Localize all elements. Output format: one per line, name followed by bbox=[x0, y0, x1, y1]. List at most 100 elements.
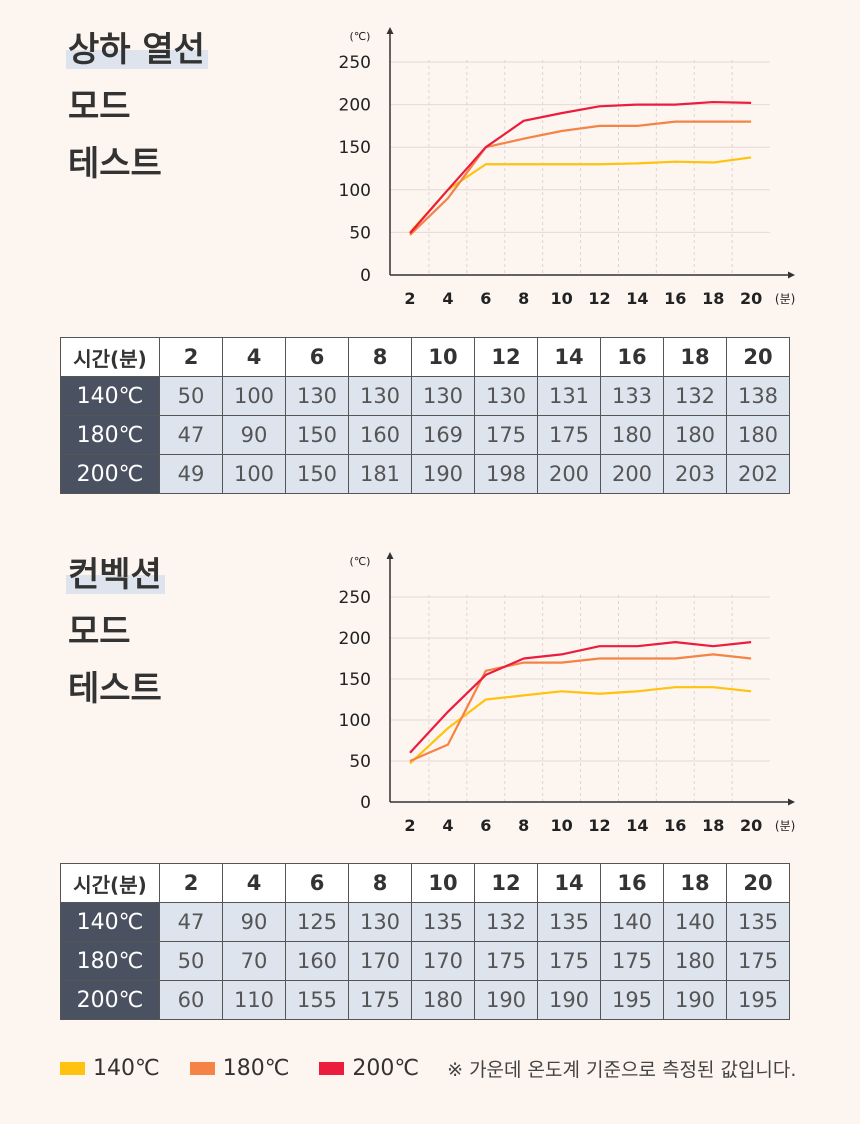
table-column-header: 16 bbox=[600, 337, 664, 377]
x-tick-label: 14 bbox=[626, 289, 648, 308]
x-tick-label: 20 bbox=[740, 289, 762, 308]
table-row-header: 180℃ bbox=[60, 415, 160, 455]
table-row: 200℃ 49 100 150 181 190 198 200 200 203 202 bbox=[60, 454, 790, 494]
table-cell: 150 bbox=[285, 454, 349, 494]
table-column-header: 4 bbox=[222, 863, 286, 903]
x-tick-label: 20 bbox=[740, 816, 762, 835]
table-cell: 180 bbox=[663, 415, 727, 455]
table-cell: 130 bbox=[474, 376, 538, 416]
legend-label-180: 180℃ bbox=[222, 1055, 290, 1081]
table-column-header: 20 bbox=[726, 337, 790, 377]
x-tick-label: 18 bbox=[702, 289, 724, 308]
table-cell: 50 bbox=[159, 941, 223, 981]
table-header-row: 시간(분) 2 4 6 8 10 12 14 16 18 20 bbox=[60, 337, 790, 377]
table-column-header: 16 bbox=[600, 863, 664, 903]
table-cell: 175 bbox=[474, 415, 538, 455]
legend-swatch-180 bbox=[189, 1061, 215, 1075]
x-tick-label: 18 bbox=[702, 816, 724, 835]
table-column-header: 6 bbox=[285, 337, 349, 377]
table-column-header: 10 bbox=[411, 337, 475, 377]
table-cell: 131 bbox=[537, 376, 601, 416]
table-cell: 160 bbox=[348, 415, 412, 455]
table-cell: 175 bbox=[537, 941, 601, 981]
legend-item-180: 180℃ bbox=[189, 1055, 290, 1081]
table-cell: 190 bbox=[663, 980, 727, 1020]
table-cell: 50 bbox=[159, 376, 223, 416]
legend: 140℃ 180℃ 200℃ ※ 가운데 온도계 기준으로 측정된 값입니다. bbox=[60, 1050, 796, 1086]
x-tick-label: 4 bbox=[442, 289, 453, 308]
table-cell: 132 bbox=[474, 902, 538, 942]
y-axis-arrow bbox=[386, 552, 394, 559]
table-header-row: 시간(분) 2 4 6 8 10 12 14 16 18 20 bbox=[60, 863, 790, 903]
table-cell: 100 bbox=[222, 376, 286, 416]
x-tick-label: 10 bbox=[550, 816, 572, 835]
x-tick-label: 16 bbox=[664, 816, 686, 835]
table-cell: 200 bbox=[600, 454, 664, 494]
table-cell: 133 bbox=[600, 376, 664, 416]
table-column-header: 6 bbox=[285, 863, 349, 903]
x-tick-label: 2 bbox=[404, 816, 415, 835]
table-cell: 190 bbox=[537, 980, 601, 1020]
y-axis-unit: (℃) bbox=[350, 555, 371, 568]
x-tick-label: 12 bbox=[588, 289, 610, 308]
table-cell: 47 bbox=[159, 415, 223, 455]
table-cell: 140 bbox=[663, 902, 727, 942]
table-column-header: 8 bbox=[348, 863, 412, 903]
table-cell: 180 bbox=[600, 415, 664, 455]
legend-label-200: 200℃ bbox=[352, 1055, 420, 1081]
table-cell: 90 bbox=[222, 415, 286, 455]
legend-item-200: 200℃ bbox=[319, 1056, 419, 1081]
table-row-header: 140℃ bbox=[60, 902, 160, 942]
table-cell: 175 bbox=[348, 980, 412, 1020]
x-tick-label: 6 bbox=[480, 816, 491, 835]
x-tick-label: 10 bbox=[550, 289, 572, 308]
title-line-3: 테스트 bbox=[68, 669, 162, 709]
table-cell: 202 bbox=[726, 454, 790, 494]
table-cell: 130 bbox=[285, 376, 349, 416]
title-line-2: 모드 bbox=[68, 87, 131, 127]
table-row-header: 180℃ bbox=[60, 941, 160, 981]
x-tick-label: 8 bbox=[518, 816, 529, 835]
table-column-header: 4 bbox=[222, 337, 286, 377]
data-table-top-bottom: 시간(분) 2 4 6 8 10 12 14 16 18 20 140℃ 50 100 130 130 130 1… bbox=[60, 337, 790, 494]
table-cell: 170 bbox=[348, 941, 412, 981]
table-cell: 150 bbox=[285, 415, 349, 455]
table-cell: 180 bbox=[663, 941, 727, 981]
table-cell: 203 bbox=[663, 454, 727, 494]
title-line-2: 모드 bbox=[68, 612, 131, 652]
y-tick-label: 200 bbox=[339, 96, 371, 116]
table-cell: 130 bbox=[411, 376, 475, 416]
table-column-header: 10 bbox=[411, 863, 475, 903]
series-line bbox=[409, 100, 752, 234]
table-column-header: 20 bbox=[726, 863, 790, 903]
series-line bbox=[409, 686, 752, 765]
x-axis-arrow bbox=[788, 798, 795, 806]
table-cell: 195 bbox=[726, 980, 790, 1020]
legend-item-140: 140℃ bbox=[60, 1056, 160, 1081]
y-tick-label: 250 bbox=[339, 588, 371, 608]
table-cell: 170 bbox=[411, 941, 475, 981]
x-tick-label: 8 bbox=[518, 289, 529, 308]
series-line bbox=[409, 640, 752, 754]
table-row: 140℃ 50 100 130 130 130 130 131 133 132 138 bbox=[60, 376, 790, 416]
line-chart-top-bottom: (℃) 0 50 100 150 200 250 2 4 6 8 10 12 14 16 18 20 (분) bbox=[339, 27, 795, 308]
title-line-1: 상하 열선 bbox=[66, 22, 208, 79]
table-cell: 110 bbox=[222, 980, 286, 1020]
table-cell: 160 bbox=[285, 941, 349, 981]
x-tick-label: 14 bbox=[626, 816, 648, 835]
table-cell: 60 bbox=[159, 980, 223, 1020]
table-cell: 125 bbox=[285, 902, 349, 942]
title-line-1: 컨벡션 bbox=[66, 547, 165, 604]
y-tick-label: 0 bbox=[360, 793, 371, 813]
table-cell: 138 bbox=[726, 376, 790, 416]
table-column-header: 12 bbox=[474, 863, 538, 903]
y-tick-label: 50 bbox=[349, 752, 371, 772]
series-line bbox=[409, 156, 752, 234]
table-column-header: 14 bbox=[537, 863, 601, 903]
table-column-header: 12 bbox=[474, 337, 538, 377]
legend-swatch-200 bbox=[319, 1061, 345, 1075]
table-row-header: 200℃ bbox=[60, 454, 160, 494]
legend-label-140: 140℃ bbox=[93, 1055, 160, 1081]
table-column-header: 8 bbox=[348, 337, 412, 377]
y-tick-label: 150 bbox=[339, 138, 371, 158]
